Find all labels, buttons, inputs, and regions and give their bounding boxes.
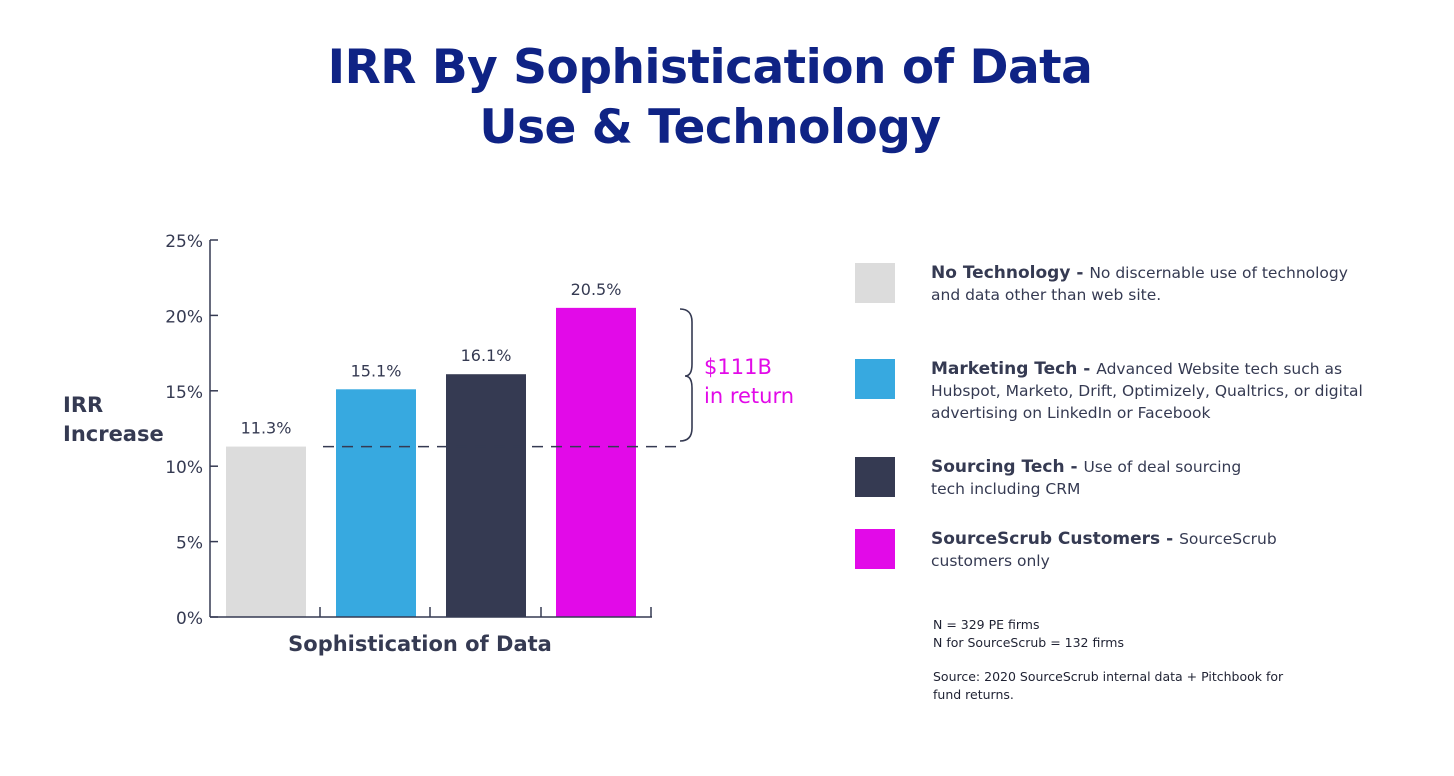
return-annotation: $111B in return	[704, 353, 794, 411]
bar	[336, 389, 416, 617]
x-axis-label: Sophistication of Data	[288, 632, 552, 656]
bar	[226, 446, 306, 617]
bars	[226, 307, 636, 617]
y-tick-label: 15%	[165, 383, 203, 403]
return-annotation-line1: $111B	[704, 355, 772, 379]
y-axis-label-line1: IRR	[63, 393, 104, 417]
bar-value-label: 20.5%	[571, 280, 622, 299]
bar	[556, 307, 636, 617]
bar	[446, 374, 526, 617]
y-tick-label: 20%	[165, 307, 203, 327]
legend-desc: No discernable use of technology and dat…	[931, 264, 1348, 304]
legend-text: Marketing Tech - Advanced Website tech s…	[931, 358, 1371, 424]
y-axis: 0% 5% 10% 15% 20% 25%	[165, 232, 218, 629]
y-axis-label-line2: Increase	[63, 422, 164, 446]
chart-title-line2: Use & Technology	[479, 100, 941, 155]
legend-text: Sourcing Tech - Use of deal sourcing tec…	[931, 456, 1271, 500]
footnote-n-firms: N = 329 PE firms	[933, 617, 1040, 632]
legend-swatch	[855, 359, 895, 399]
return-annotation-line2: in return	[704, 384, 795, 408]
legend-desc: SourceScrub customers only	[931, 530, 1277, 570]
bar-value-label: 11.3%	[241, 419, 292, 438]
legend-desc: Use of deal sourcing tech including CRM	[931, 458, 1242, 498]
y-tick-label: 5%	[176, 534, 203, 554]
legend-name: No Technology -	[931, 263, 1090, 283]
legend-swatch	[855, 529, 895, 569]
annotation-brace	[679, 308, 693, 442]
legend-name: SourceScrub Customers -	[931, 529, 1180, 549]
y-axis-label: IRR Increase	[63, 391, 164, 449]
footnote-source: Source: 2020 SourceScrub internal data +…	[933, 669, 1284, 702]
footnote-n-sourcescrub: N for SourceScrub = 132 firms	[933, 635, 1124, 650]
chart-title-line1: IRR By Sophistication of Data	[327, 40, 1093, 95]
chart-title: IRR By Sophistication of Data Use & Tech…	[0, 38, 1420, 158]
x-axis	[210, 607, 652, 618]
legend-text: SourceScrub Customers - SourceScrub cust…	[931, 528, 1311, 572]
y-tick-label: 10%	[165, 458, 203, 478]
legend-text: No Technology - No discernable use of te…	[931, 262, 1371, 306]
legend-swatch	[855, 263, 895, 303]
y-tick-label: 0%	[176, 609, 203, 629]
footnote-sample-size: N = 329 PE firms N for SourceScrub = 132…	[933, 616, 1124, 652]
legend-desc: Advanced Website tech such as Hubspot, M…	[931, 360, 1363, 422]
legend-name: Marketing Tech -	[931, 359, 1097, 379]
bar-value-label: 15.1%	[351, 361, 402, 380]
value-labels: 11.3% 15.1% 16.1% 20.5%	[241, 280, 622, 438]
legend-swatch	[855, 457, 895, 497]
legend-name: Sourcing Tech -	[931, 457, 1084, 477]
bar-value-label: 16.1%	[461, 346, 512, 365]
y-tick-label: 25%	[165, 232, 203, 252]
